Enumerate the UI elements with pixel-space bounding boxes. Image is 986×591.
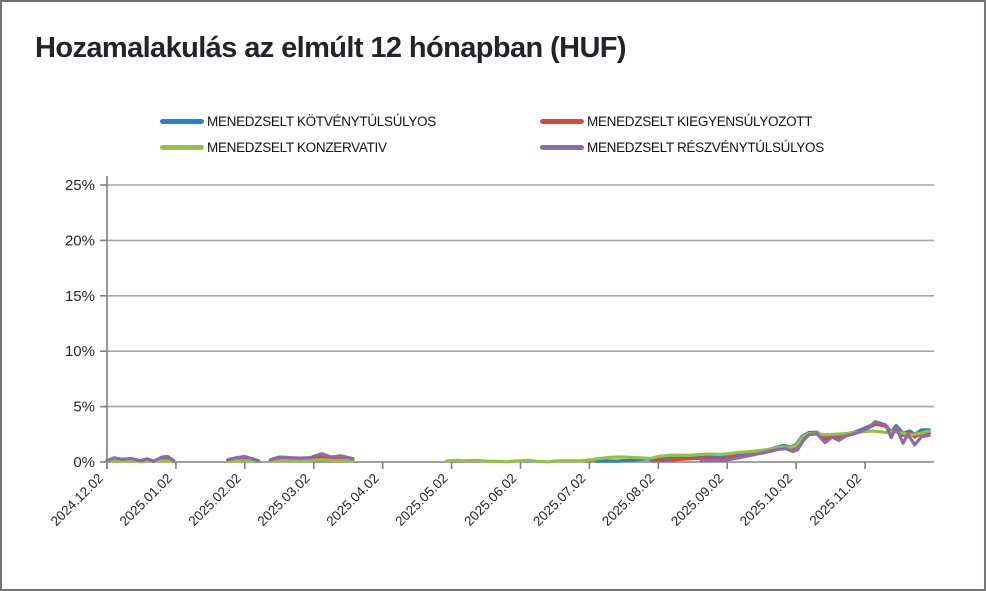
x-axis-label: 2025.09.02	[668, 471, 726, 529]
x-axis-label: 2025.04.02	[323, 471, 381, 529]
legend-swatch-green-icon	[160, 144, 204, 150]
legend-label: MENEDZSELT KONZERVATIV	[207, 139, 387, 155]
x-axis-label: 2025.06.02	[461, 471, 519, 529]
x-axis-label: 2025.02.02	[186, 471, 244, 529]
legend-item-kiegyensulyozott: MENEDZSELT KIEGYENSÚLYOZOTT	[540, 110, 824, 132]
x-axis-label: 2025.08.02	[599, 471, 657, 529]
x-axis-label: 2025.07.02	[530, 471, 588, 529]
page-title: Hozamalakulás az elmúlt 12 hónapban (HUF…	[35, 32, 627, 64]
legend-item-kotvenytulsulyos: MENEDZSELT KÖTVÉNYTÚLSÚLYOS	[160, 110, 540, 132]
legend-label: MENEDZSELT KIEGYENSÚLYOZOTT	[587, 113, 813, 129]
series-line-konzervativ	[268, 458, 355, 463]
legend-item-reszvenytulsulyos: MENEDZSELT RÉSZVÉNYTÚLSÚLYOS	[540, 136, 824, 158]
y-axis-label: 10%	[65, 343, 95, 360]
series-line-reszvenytulsulyos	[268, 452, 355, 462]
legend-swatch-red-icon	[540, 118, 584, 124]
series-line-reszvenytulsulyos	[226, 454, 261, 463]
series-line-reszvenytulsulyos	[699, 420, 931, 463]
legend-swatch-blue-icon	[160, 118, 204, 124]
x-axis-label: 2025.01.02	[117, 471, 175, 529]
series-line-konzervativ	[226, 459, 261, 464]
y-axis-label: 25%	[65, 177, 95, 194]
y-axis-label: 20%	[65, 232, 95, 249]
y-axis-label: 0%	[73, 454, 95, 471]
series-line-kotvenytulsulyos	[594, 421, 931, 463]
x-axis-label: 2024.12.02	[48, 471, 106, 529]
legend-label: MENEDZSELT RÉSZVÉNYTÚLSÚLYOS	[587, 139, 824, 155]
y-axis-label: 5%	[73, 399, 95, 416]
x-axis-label: 2025.05.02	[392, 471, 450, 529]
legend-label: MENEDZSELT KÖTVÉNYTÚLSÚLYOS	[207, 113, 436, 129]
x-axis-label: 2025.03.02	[254, 471, 312, 529]
x-axis-label: 2025.11.02	[807, 471, 865, 529]
series-line-reszvenytulsulyos	[105, 454, 176, 463]
legend-swatch-purple-icon	[540, 144, 584, 150]
x-axis-label: 2025.10.02	[737, 471, 795, 529]
y-axis-label: 15%	[65, 288, 95, 305]
legend-item-konzervativ: MENEDZSELT KONZERVATIV	[160, 136, 540, 158]
chart-legend: MENEDZSELT KÖTVÉNYTÚLSÚLYOS MENEDZSELT K…	[160, 110, 824, 158]
